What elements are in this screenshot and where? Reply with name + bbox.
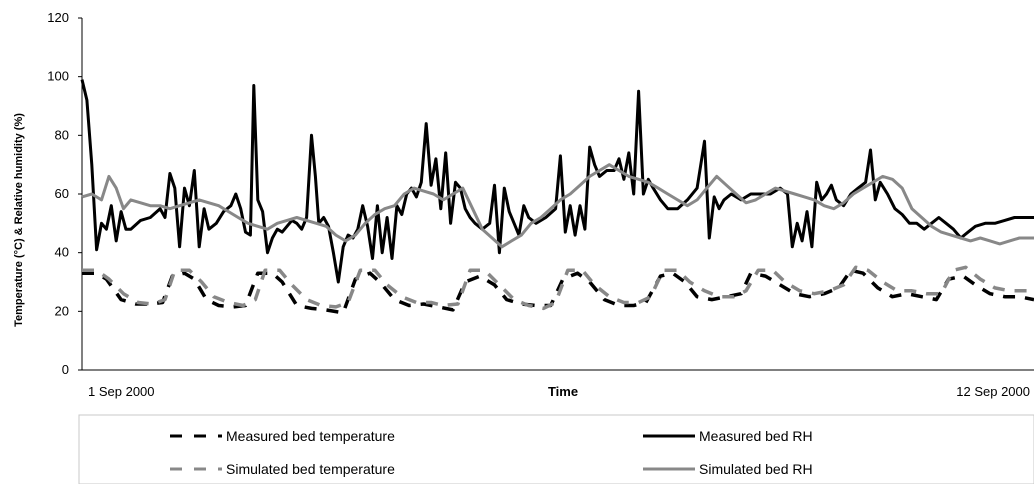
legend-label: Measured bed temperature xyxy=(226,428,395,444)
y-tick-label: 40 xyxy=(55,245,69,260)
legend-label: Simulated bed RH xyxy=(699,461,813,477)
legend-item: Measured bed temperature xyxy=(170,428,395,444)
series-line-simulated-bed-rh xyxy=(81,163,1034,249)
x-axis-title: Time xyxy=(548,384,578,399)
plot-area: 0 20 40 60 80 100 120 1 Sep 2000 12 Sep 2000 xyxy=(47,10,1034,399)
x-tick-label: 1 Sep 2000 xyxy=(88,384,155,399)
legend-item: Simulated bed temperature xyxy=(170,461,395,477)
y-tick-label: 100 xyxy=(47,69,69,84)
legend: Measured bed temperature Simulated bed te… xyxy=(78,414,1034,484)
y-tick-label: 80 xyxy=(55,127,69,142)
y-tick-label: 120 xyxy=(47,10,69,25)
y-tick-label: 0 xyxy=(62,362,69,377)
y-tick-label: 60 xyxy=(55,186,69,201)
y-axis-ticks: 0 20 40 60 80 100 120 xyxy=(47,10,82,377)
legend-box xyxy=(78,414,1034,484)
legend-item: Simulated bed RH xyxy=(643,461,813,477)
series-line-measured-bed-rh xyxy=(80,79,1034,284)
legend-label: Measured bed RH xyxy=(699,428,813,444)
legend-item: Measured bed RH xyxy=(643,428,813,444)
y-axis-title: Temperature (°C) & Relative humidity (%) xyxy=(13,113,25,327)
legend-label: Simulated bed temperature xyxy=(226,461,395,477)
series-lines xyxy=(80,79,1034,315)
x-tick-label: 12 Sep 2000 xyxy=(956,384,1030,399)
series-line-simulated-bed-temperature xyxy=(82,265,1034,311)
x-axis-ticks: 1 Sep 2000 12 Sep 2000 xyxy=(88,384,1030,399)
y-tick-label: 20 xyxy=(55,303,69,318)
